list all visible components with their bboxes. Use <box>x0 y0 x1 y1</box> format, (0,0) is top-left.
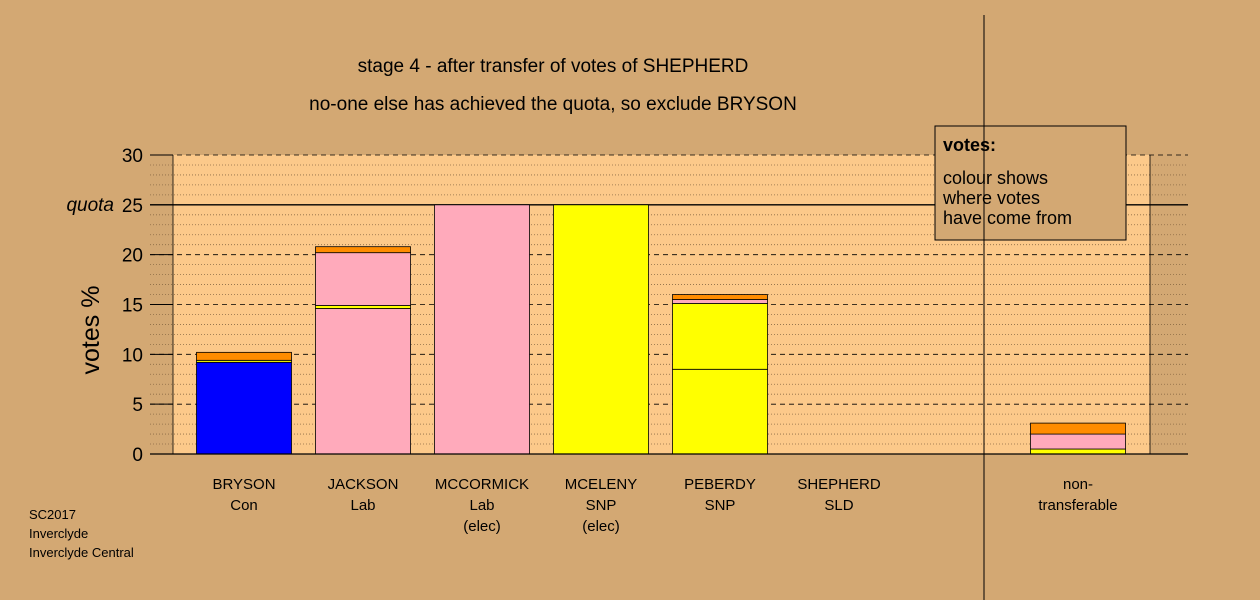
category-label: BRYSON <box>212 476 275 493</box>
bar-segment-1-1 <box>315 305 411 309</box>
category-label: (elec) <box>463 518 501 535</box>
legend: votes: colour shows where votes have com… <box>934 125 1127 241</box>
bar-segment-6-0 <box>1030 448 1126 455</box>
category-label: (elec) <box>582 518 620 535</box>
bar-segment-1-2 <box>315 252 411 306</box>
legend-line-3: have come from <box>943 208 1072 228</box>
y-tick-label: 15 <box>122 296 143 317</box>
legend-line-2: where votes <box>942 188 1040 208</box>
footer-line-1: SC2017 <box>29 507 76 522</box>
footer: SC2017 Inverclyde Inverclyde Central <box>29 505 134 562</box>
category-label: Con <box>230 497 258 514</box>
bar-segment-4-2 <box>672 299 768 304</box>
legend-heading: votes: <box>943 135 996 155</box>
bar-segment-3-0 <box>553 204 649 455</box>
category-label: transferable <box>1038 497 1117 514</box>
bar-segment-6-1 <box>1030 433 1126 450</box>
category-label: Lab <box>469 497 494 514</box>
bar-segment-6-2 <box>1030 422 1126 435</box>
category-label: SNP <box>586 497 617 514</box>
quota-label: quota <box>66 195 114 216</box>
legend-line-1: colour shows <box>943 168 1048 188</box>
category-label: SHEPHERD <box>797 476 881 493</box>
category-label: SLD <box>824 497 853 514</box>
bar-segment-0-2 <box>196 351 292 361</box>
bar-segment-4-0 <box>672 368 768 455</box>
bar-segment-1-0 <box>315 308 411 455</box>
category-label: MCCORMICK <box>435 476 529 493</box>
bar-segment-4-3 <box>672 294 768 300</box>
y-axis-label: votes % <box>77 286 105 375</box>
y-tick-label: 20 <box>122 246 143 267</box>
footer-line-3: Inverclyde Central <box>29 545 134 560</box>
y-tick-label: 25 <box>122 196 143 217</box>
bars-group <box>196 204 1126 455</box>
bar-segment-0-0 <box>196 361 292 455</box>
y-tick-label: 30 <box>122 146 143 167</box>
axes-group: BRYSON Con JACKSON Lab MCCORMICK Lab (elec) MCE… <box>122 146 1188 535</box>
bar-segment-2-0 <box>434 204 530 455</box>
y-tick-label: 5 <box>132 395 143 416</box>
y-tick-label: 0 <box>132 445 143 466</box>
footer-line-2: Inverclyde <box>29 526 89 541</box>
chart-title-line-1: stage 4 - after transfer of votes of SHE… <box>358 56 749 77</box>
bar-segment-1-3 <box>315 246 411 254</box>
category-label: non- <box>1063 476 1093 493</box>
chart-title-line-2: no-one else has achieved the quota, so e… <box>309 94 797 115</box>
category-label: MCELENY <box>565 476 638 493</box>
category-label: Lab <box>350 497 375 514</box>
category-label: PEBERDY <box>684 476 756 493</box>
y-tick-label: 10 <box>122 345 143 366</box>
bar-segment-4-1 <box>672 303 768 370</box>
category-label: JACKSON <box>328 476 399 493</box>
category-label: SNP <box>705 497 736 514</box>
